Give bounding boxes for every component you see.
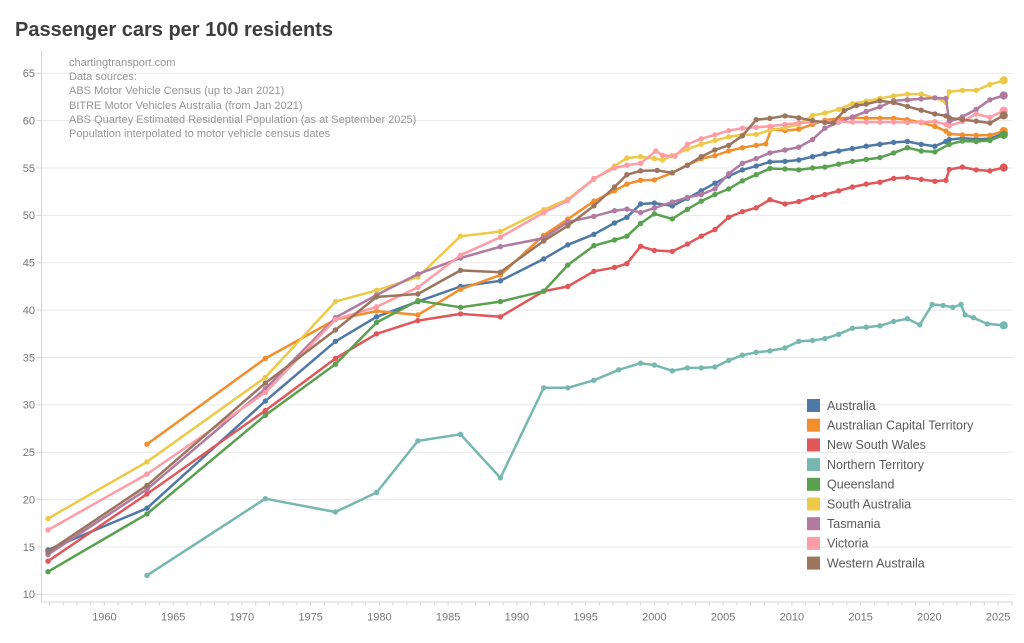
svg-text:1990: 1990 [505,612,529,624]
svg-text:2025: 2025 [986,612,1010,624]
svg-text:1965: 1965 [161,612,185,624]
svg-text:10: 10 [23,589,35,601]
svg-text:45: 45 [23,258,35,270]
svg-text:50: 50 [23,210,35,222]
svg-text:1985: 1985 [436,612,460,624]
svg-text:2010: 2010 [780,612,804,624]
svg-text:1970: 1970 [230,612,254,624]
svg-text:30: 30 [23,400,35,412]
svg-text:Victoria: Victoria [827,537,869,551]
svg-text:35: 35 [23,352,35,364]
svg-text:2000: 2000 [642,612,666,624]
svg-text:New South Wales: New South Wales [827,438,926,452]
svg-text:55: 55 [23,163,35,175]
svg-text:60: 60 [23,115,35,127]
svg-text:1980: 1980 [367,612,391,624]
svg-text:25: 25 [23,447,35,459]
svg-text:Northern Territory: Northern Territory [827,458,925,472]
svg-text:65: 65 [23,68,35,80]
svg-text:1975: 1975 [298,612,322,624]
svg-text:Australian Capital Territory: Australian Capital Territory [827,419,974,433]
svg-text:Australia: Australia [827,399,876,413]
svg-text:2015: 2015 [848,612,872,624]
svg-text:15: 15 [23,542,35,554]
svg-text:1960: 1960 [92,612,116,624]
svg-text:40: 40 [23,305,35,317]
svg-text:2020: 2020 [917,612,941,624]
svg-text:20: 20 [23,494,35,506]
svg-text:Queensland: Queensland [827,478,894,492]
svg-text:South Australia: South Australia [827,497,911,511]
svg-text:1995: 1995 [573,612,597,624]
svg-text:2005: 2005 [711,612,735,624]
svg-text:Western Austraila: Western Austraila [827,556,925,570]
svg-text:Tasmania: Tasmania [827,517,881,531]
